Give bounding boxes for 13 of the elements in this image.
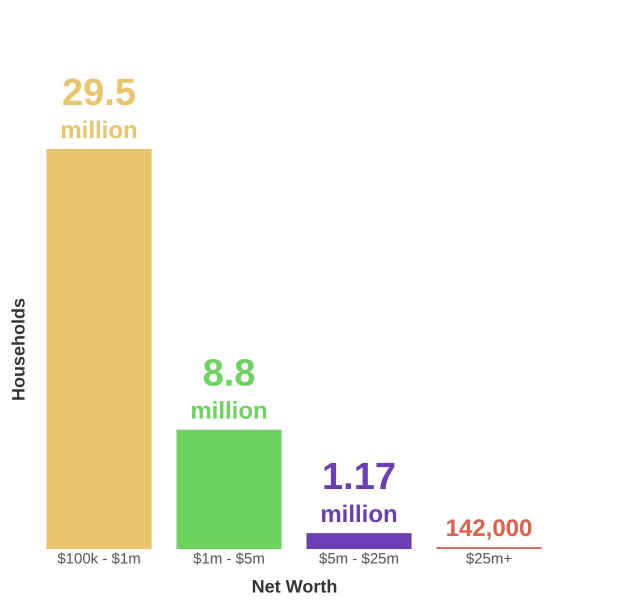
text: 1.17 million xyxy=(320,456,398,528)
bar xyxy=(306,533,412,549)
x-tick-label: $1m - $5m xyxy=(193,550,265,568)
bar xyxy=(176,430,282,549)
text: 8.8 million xyxy=(190,352,268,425)
x-tick-label: $5m - $25m xyxy=(318,550,400,568)
text: 29.5 million xyxy=(60,72,138,144)
x-axis-title: Net Worth xyxy=(252,576,338,596)
data-label: 142,000 xyxy=(446,515,532,542)
y-axis-title: Households xyxy=(8,298,28,402)
bar xyxy=(46,149,152,549)
x-tick-label: $25m+ xyxy=(466,550,512,568)
x-tick-label: $100k - $1m xyxy=(57,550,141,568)
